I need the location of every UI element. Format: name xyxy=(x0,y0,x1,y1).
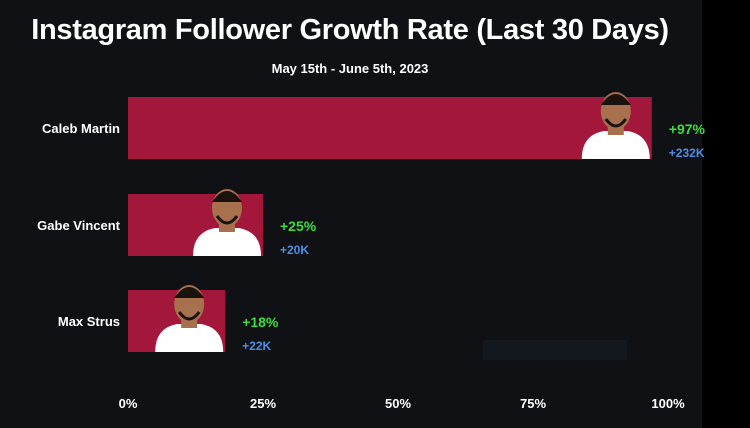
bar xyxy=(128,97,652,159)
watermark-overlay xyxy=(483,340,627,360)
player-photo-2 xyxy=(155,285,224,352)
player-photo-1 xyxy=(193,189,261,256)
player-photo-0 xyxy=(581,92,650,159)
x-tick-label: 100% xyxy=(651,396,685,411)
percent-label: +18% xyxy=(242,314,279,330)
percent-label: +25% xyxy=(280,218,317,234)
percent-label: +97% xyxy=(669,121,706,137)
category-label: Gabe Vincent xyxy=(37,218,121,233)
x-tick-label: 0% xyxy=(119,396,138,411)
category-label: Max Strus xyxy=(58,314,120,329)
x-tick-label: 50% xyxy=(385,396,411,411)
right-edge-strip xyxy=(702,0,750,428)
x-tick-label: 25% xyxy=(250,396,276,411)
chart-subtitle: May 15th - June 5th, 2023 xyxy=(271,61,429,76)
follower-gain-label: +232K xyxy=(669,146,705,160)
follower-gain-label: +20K xyxy=(280,243,309,257)
x-tick-label: 75% xyxy=(520,396,546,411)
follower-gain-label: +22K xyxy=(242,339,271,353)
chart-title: Instagram Follower Growth Rate (Last 30 … xyxy=(31,14,669,46)
category-label: Caleb Martin xyxy=(42,121,120,136)
